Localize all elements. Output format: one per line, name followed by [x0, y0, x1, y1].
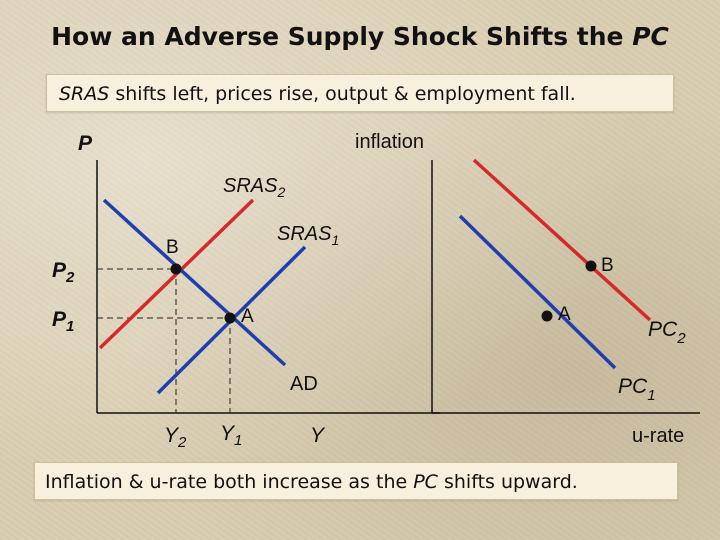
p2-label: P2	[52, 259, 75, 286]
bottom-note-pre: Inflation & u-rate both increase as the	[45, 471, 414, 493]
pc2-label: PC2	[648, 318, 686, 347]
left-point-a-label: A	[241, 306, 254, 327]
ad-label: AD	[290, 373, 318, 395]
left-point-b	[170, 263, 182, 275]
sras2-label: SRAS2	[223, 175, 285, 200]
sras1-label: SRAS1	[277, 223, 339, 248]
bottom-note-emph: PC	[413, 471, 438, 493]
bottom-note-post: shifts upward.	[437, 471, 578, 493]
top-note-text: shifts left, prices rise, output & emplo…	[109, 83, 576, 105]
right-x-axis-label: u-rate	[632, 425, 684, 447]
pc1-curve	[458, 214, 617, 370]
slide-title-text: How an Adverse Supply Shock Shifts the	[51, 22, 633, 51]
left-x-axis-label: Y	[310, 424, 326, 447]
y2-label: Y2	[164, 424, 187, 451]
right-point-b-label: B	[601, 255, 614, 276]
right-y-axis-label: inflation	[355, 131, 424, 153]
right-point-a	[541, 310, 553, 322]
right-point-a-label: A	[558, 304, 571, 325]
y1-label: Y1	[220, 422, 242, 449]
ad-curve	[102, 198, 287, 367]
left-point-b-label: B	[166, 237, 179, 258]
p1-label: P1	[52, 308, 74, 335]
bottom-note: Inflation & u-rate both increase as the …	[34, 462, 678, 500]
pc1-label: PC1	[618, 375, 656, 404]
slide-title: How an Adverse Supply Shock Shifts the P…	[0, 22, 720, 51]
top-note: SRAS shifts left, prices rise, output & …	[46, 74, 674, 112]
left-y-axis-label: P	[78, 132, 93, 155]
top-note-emph: SRAS	[59, 83, 110, 105]
left-point-a	[224, 312, 236, 324]
pc2-curve	[472, 158, 652, 322]
slide-title-emph: PC	[632, 22, 669, 51]
right-point-b	[585, 260, 597, 272]
